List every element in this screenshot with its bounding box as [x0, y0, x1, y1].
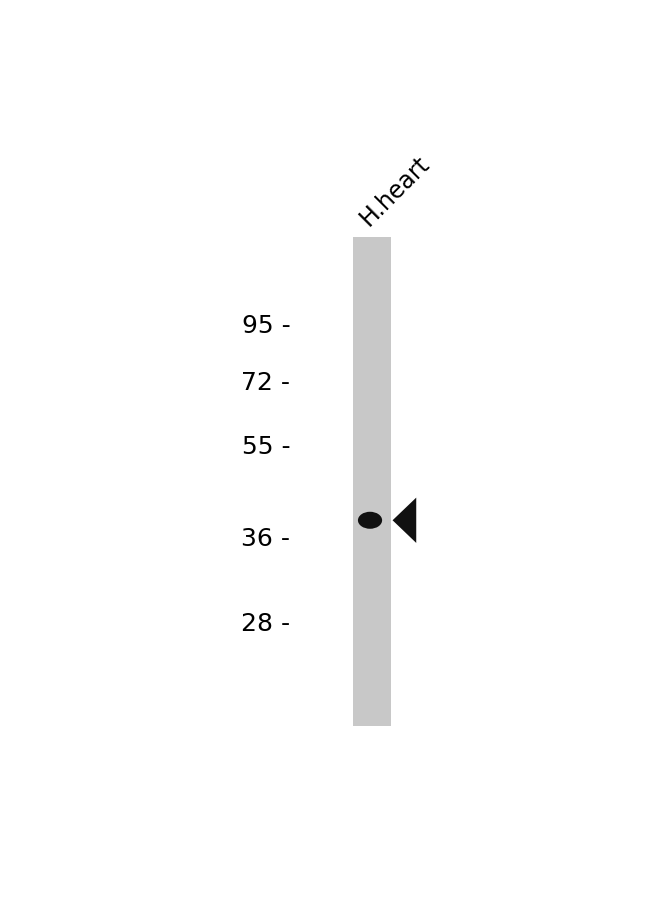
Bar: [353, 238, 391, 726]
Text: 28 -: 28 -: [241, 611, 291, 635]
Ellipse shape: [358, 512, 382, 529]
Text: 72 -: 72 -: [241, 370, 291, 394]
Text: H.heart: H.heart: [355, 152, 434, 231]
Text: 55 -: 55 -: [242, 435, 291, 459]
Text: 95 -: 95 -: [242, 314, 291, 338]
Text: 36 -: 36 -: [241, 527, 291, 550]
Polygon shape: [393, 498, 416, 543]
